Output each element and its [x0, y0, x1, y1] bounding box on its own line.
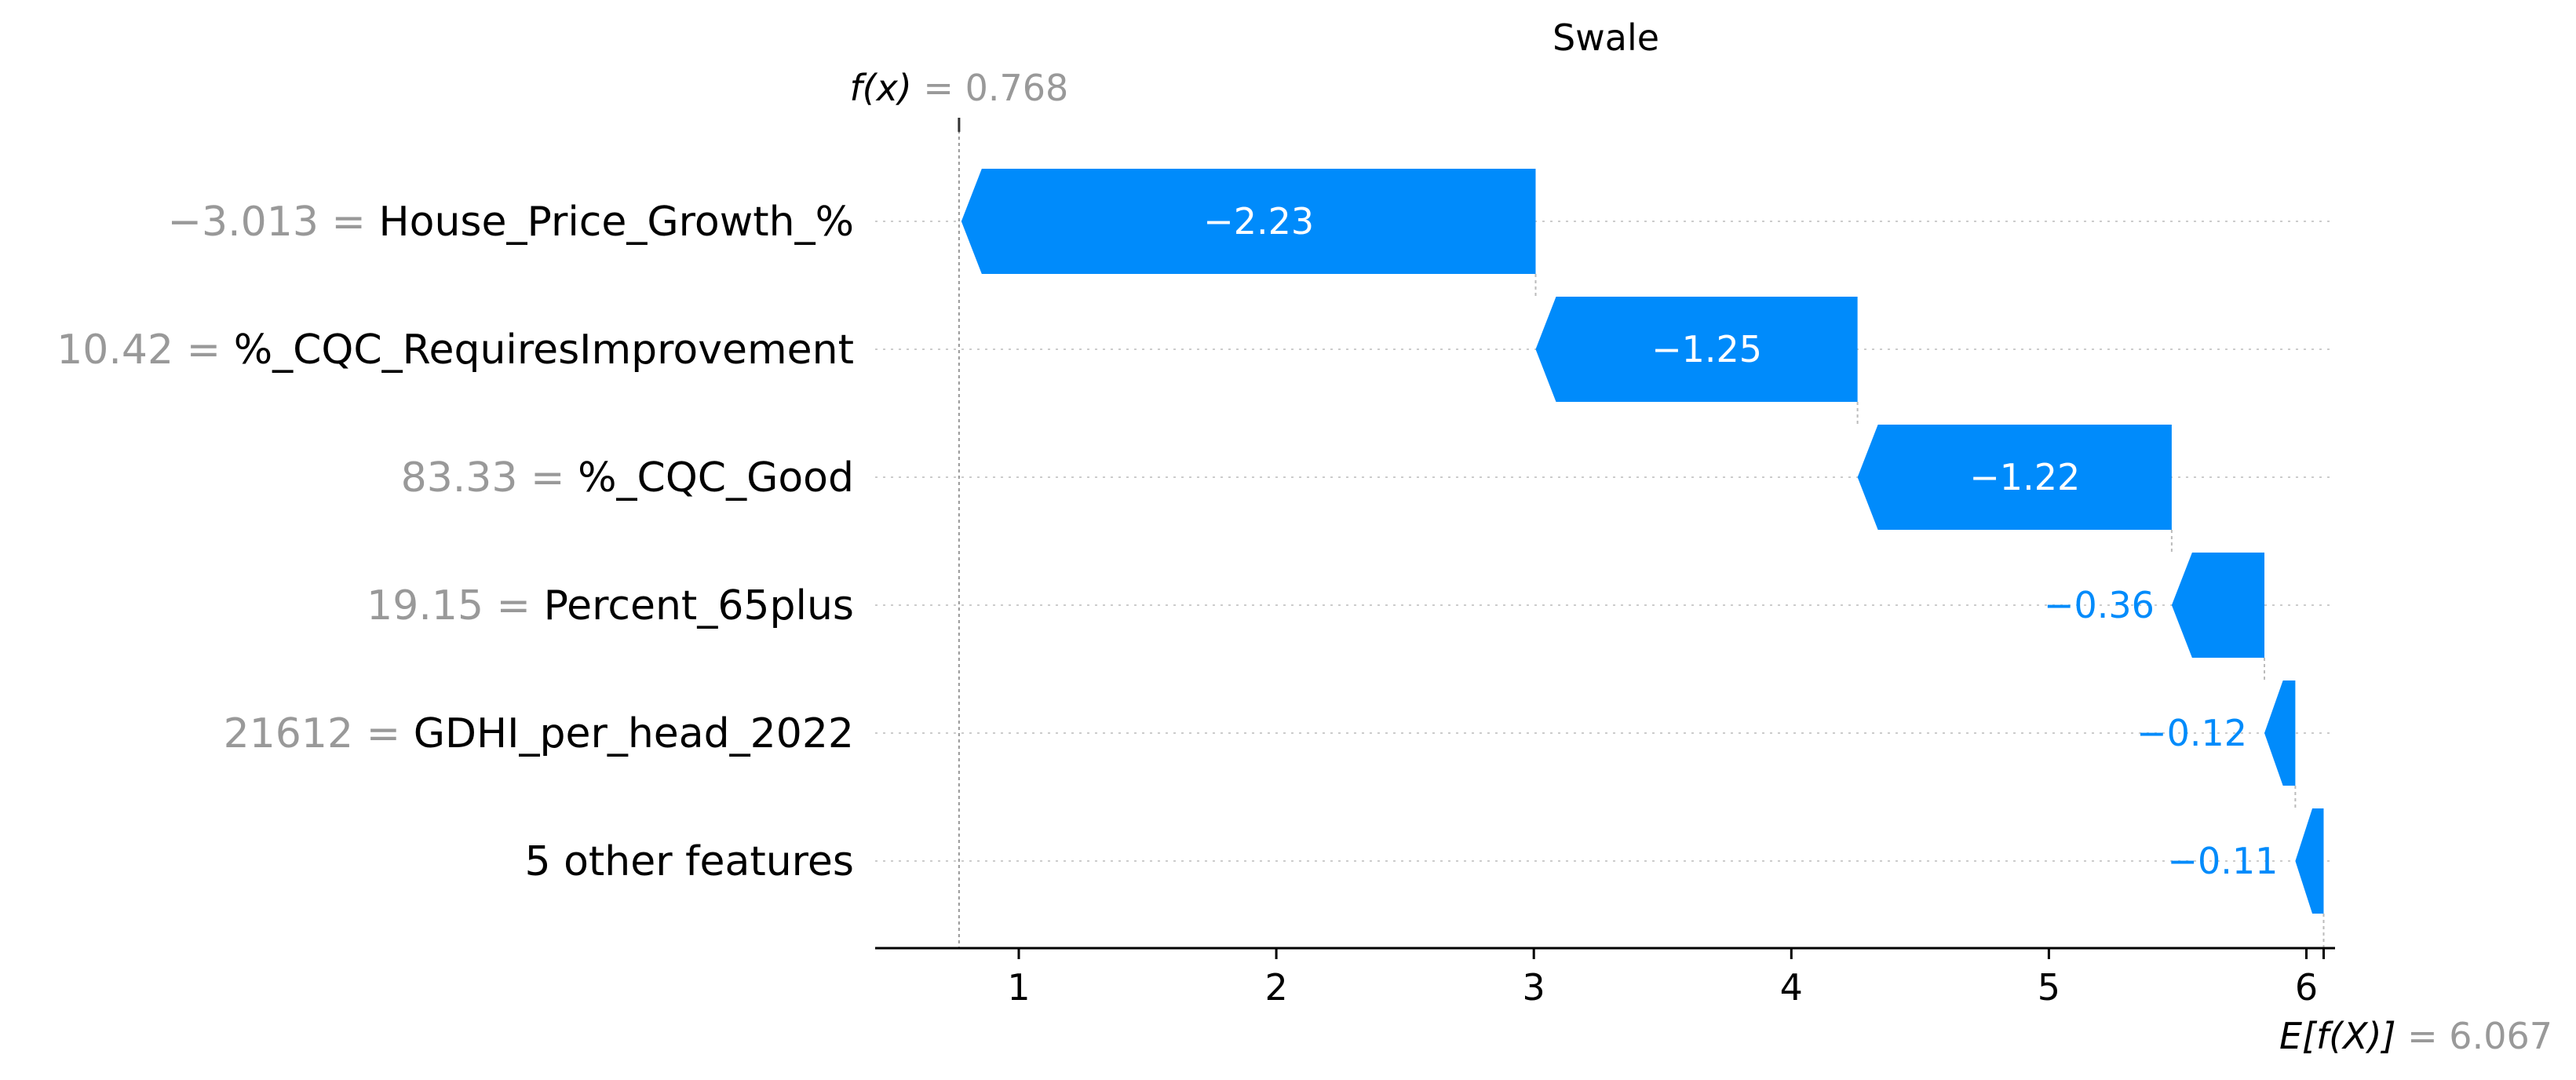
feature-labels: −3.013 = House_Price_Growth_% 10.42 = %_C… [57, 199, 854, 885]
output-value-symbol: f(x) [849, 67, 923, 109]
waterfall-bar [2295, 808, 2324, 914]
bar-labels: −2.23 −1.25 −1.22 −0.36 −0.12 −0.11 [1203, 200, 2278, 882]
feature-name: House_Price_Growth_% [379, 199, 854, 246]
bar-value-label: −0.11 [2167, 840, 2278, 882]
gridlines [875, 221, 2335, 862]
connector-lines [958, 118, 2325, 948]
waterfall-bar [2171, 553, 2265, 658]
bar-value-label: −2.23 [1203, 200, 1314, 243]
output-value-label: f(x) = 0.768 [849, 67, 1068, 109]
chart-title: Swale [1553, 16, 1659, 59]
feature-value: −3.013 = [167, 199, 378, 246]
feature-value: 10.42 = [57, 327, 234, 374]
feature-name: %_CQC_Good [578, 454, 854, 502]
bar-value-label: −0.36 [2044, 584, 2155, 626]
waterfall-bar [961, 169, 1536, 274]
x-tick-label: 4 [1780, 966, 1803, 1009]
feature-value: 19.15 = [367, 582, 544, 629]
bar-value-label: −0.12 [2136, 712, 2247, 754]
x-tick-label: 2 [1264, 966, 1287, 1009]
output-value-marker: f(x) = 0.768 [849, 67, 1068, 109]
output-value-number: = 0.768 [923, 67, 1068, 109]
waterfall-bar [1535, 297, 1858, 402]
feature-name: Percent_65plus [544, 582, 854, 629]
feature-label: 21612 = GDHI_per_head_2022 [224, 710, 854, 757]
feature-label: −3.013 = House_Price_Growth_% [167, 199, 854, 246]
bar-value-label: −1.22 [1969, 456, 2080, 498]
base-value-marker: E[f(X)] = 6.067 [2279, 1015, 2552, 1057]
bars [961, 169, 2324, 914]
bar-value-label: −1.25 [1651, 328, 1762, 370]
feature-label: 5 other features [524, 838, 854, 885]
x-tick-label: 1 [1007, 966, 1030, 1009]
x-tick-label: 3 [1523, 966, 1545, 1009]
base-value-symbol: E[f(X)] [2279, 1015, 2407, 1057]
feature-value: 21612 = [224, 710, 414, 757]
feature-name: 5 other features [524, 838, 854, 885]
feature-name: %_CQC_RequiresImprovement [234, 327, 854, 374]
x-tick-label: 5 [2038, 966, 2060, 1009]
feature-label: 19.15 = Percent_65plus [367, 582, 854, 629]
x-axis: 1 2 3 4 5 6 [875, 947, 2335, 1009]
waterfall-bar [2264, 680, 2296, 786]
feature-value: 83.33 = [401, 454, 578, 502]
x-tick-label: 6 [2295, 966, 2318, 1009]
feature-name: GDHI_per_head_2022 [414, 710, 854, 757]
feature-label: 83.33 = %_CQC_Good [401, 454, 854, 502]
feature-label: 10.42 = %_CQC_RequiresImprovement [57, 327, 854, 374]
base-value-number: = 6.067 [2407, 1015, 2552, 1057]
waterfall-bar [1857, 425, 2172, 530]
base-value-label: E[f(X)] = 6.067 [2279, 1015, 2552, 1057]
